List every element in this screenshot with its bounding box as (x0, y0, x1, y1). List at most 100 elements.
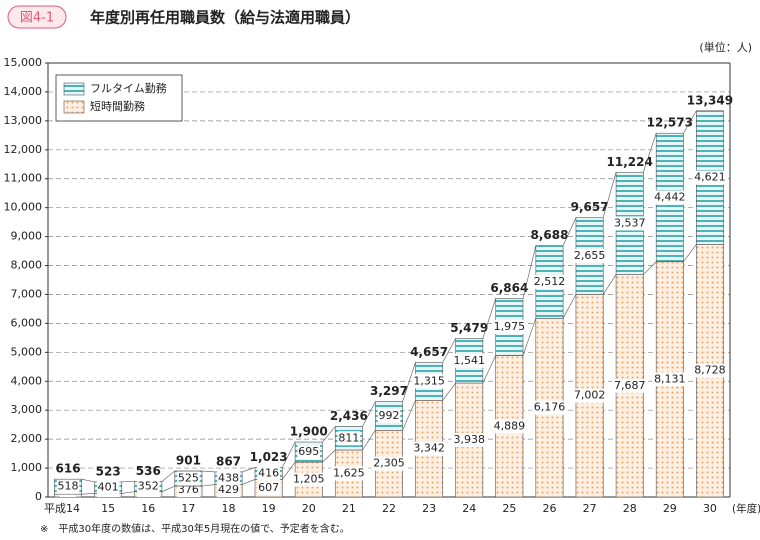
value-label-bg (531, 274, 567, 289)
connector (482, 298, 496, 339)
value-label: 525 (178, 472, 199, 485)
value-label: 3,938 (453, 433, 485, 446)
value-label-bg (56, 479, 80, 494)
value-label-bg (491, 319, 527, 334)
value-label: 2,305 (373, 457, 405, 470)
total-label: 867 (216, 454, 241, 468)
y-tick-label: 7,000 (11, 287, 43, 300)
total-label: 12,573 (647, 116, 693, 130)
x-suffix: (年度) (732, 502, 760, 515)
legend-box (55, 74, 183, 122)
legend-swatch (63, 100, 85, 114)
value-label-bg (257, 466, 280, 481)
connector (161, 470, 175, 482)
y-tick-label: 1,000 (11, 461, 43, 474)
value-label-bg (612, 378, 648, 393)
x-tick-label: 27 (583, 502, 597, 515)
value-label: 8,728 (694, 364, 726, 377)
legend-label: 短時間勤務 (90, 99, 145, 113)
connector (202, 484, 215, 487)
value-label: 518 (58, 480, 79, 493)
connector (242, 479, 256, 485)
total-label: 523 (96, 464, 121, 478)
value-label: 6,176 (534, 401, 566, 414)
value-label-bg (692, 363, 728, 378)
value-label-bg (96, 480, 120, 495)
value-label: 2,655 (574, 249, 606, 262)
legend-swatch (63, 82, 85, 96)
total-label: 5,479 (450, 321, 488, 335)
value-label: 7,687 (614, 379, 646, 392)
connector (602, 274, 617, 295)
value-label-bg (377, 408, 401, 423)
value-label: 811 (338, 431, 359, 444)
value-label: 1,315 (413, 374, 445, 387)
total-label: 901 (176, 453, 201, 467)
connector (602, 172, 617, 218)
y-tick-label: 3,000 (11, 403, 43, 416)
value-label-bg (612, 216, 648, 231)
value-label-bg (652, 190, 688, 205)
connector (402, 400, 416, 431)
value-label: 8,131 (654, 372, 686, 385)
y-tick-label: 9,000 (11, 230, 43, 243)
chart-title: 年度別再任用職員数（給与法適用職員） (90, 9, 360, 27)
value-label-bg (257, 481, 280, 496)
value-label: 401 (98, 481, 119, 494)
value-label-bg (411, 441, 447, 456)
value-label-bg (371, 456, 407, 471)
value-label-bg (217, 471, 240, 486)
total-label: 1,900 (290, 425, 328, 439)
x-tick-label: 17 (181, 502, 195, 515)
connector (442, 338, 456, 363)
total-label: 2,436 (330, 409, 368, 423)
x-tick-label: 18 (222, 502, 236, 515)
value-label: 607 (258, 481, 279, 494)
x-tick-label: 24 (462, 502, 476, 515)
connector (522, 318, 537, 356)
total-label: 616 (56, 462, 81, 476)
value-label-bg (652, 372, 688, 387)
value-label: 1,541 (453, 354, 485, 367)
connector (562, 294, 577, 319)
connector (643, 261, 657, 275)
y-tick-label: 13,000 (4, 114, 43, 127)
x-tick-label: 26 (542, 502, 556, 515)
connector (322, 449, 336, 463)
y-tick-label: 0 (35, 490, 42, 503)
value-label: 3,537 (614, 216, 646, 229)
value-label-bg (531, 400, 567, 415)
x-tick-label: 平成14 (44, 502, 80, 515)
connector (242, 467, 256, 473)
x-tick-label: 19 (262, 502, 276, 515)
x-tick-label: 25 (502, 502, 516, 515)
connector (282, 461, 296, 480)
y-tick-label: 11,000 (4, 172, 43, 185)
value-label: 4,442 (654, 190, 686, 203)
connector (522, 245, 537, 299)
value-label-bg (451, 353, 487, 368)
value-label-bg (136, 479, 160, 494)
y-tick-label: 6,000 (11, 316, 43, 329)
unit: (単位：人) (699, 40, 752, 54)
y-tick-label: 15,000 (4, 56, 43, 69)
value-label: 7,002 (574, 389, 606, 402)
total-label: 8,688 (530, 228, 568, 242)
value-label: 2,512 (534, 275, 566, 288)
connector (362, 401, 376, 427)
connector (402, 362, 416, 402)
legend-label: フルタイム勤務 (90, 81, 167, 95)
connector (202, 470, 215, 473)
connector (161, 485, 175, 492)
connector (322, 426, 336, 443)
y-tick-label: 4,000 (11, 374, 43, 387)
connector (81, 478, 95, 483)
value-label-bg (572, 388, 608, 403)
value-label-bg (177, 483, 200, 497)
value-label-bg (572, 248, 608, 263)
y-tick-label: 10,000 (4, 201, 43, 214)
connector (482, 355, 496, 384)
total-label: 9,657 (571, 200, 609, 214)
value-label-bg (331, 466, 367, 481)
